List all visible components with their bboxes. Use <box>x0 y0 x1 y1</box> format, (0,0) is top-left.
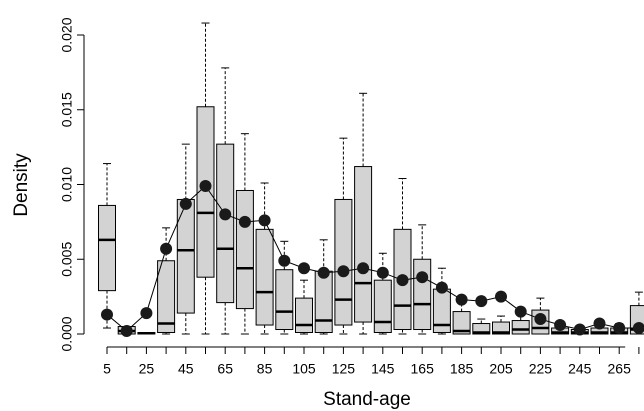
density-point <box>357 262 370 275</box>
y-tick-label: 0.020 <box>59 17 75 52</box>
x-axis-title: Stand-age <box>323 389 411 410</box>
density-point <box>495 290 507 303</box>
box <box>235 189 254 310</box>
y-tick-label: 0.005 <box>59 242 75 277</box>
density-point <box>199 179 212 192</box>
box <box>255 228 274 326</box>
x-tick-label: 265 <box>608 361 632 377</box>
density-point <box>632 322 644 335</box>
density-point <box>514 305 527 318</box>
x-tick-label: 25 <box>139 361 155 377</box>
box <box>492 321 510 335</box>
density-point <box>140 307 153 320</box>
density-point <box>573 323 586 336</box>
y-tick-label: 0.010 <box>59 167 75 202</box>
box <box>413 258 432 331</box>
box <box>98 204 116 292</box>
box <box>452 311 471 335</box>
x-tick-label: 145 <box>371 361 395 377</box>
box <box>216 143 235 304</box>
box <box>314 270 333 334</box>
density-point <box>101 308 113 321</box>
density-point <box>160 242 173 255</box>
density-point <box>219 208 232 221</box>
density-point <box>613 322 626 335</box>
density-point <box>179 197 192 210</box>
x-tick-label: 185 <box>450 361 474 377</box>
box <box>334 198 353 326</box>
density-point <box>455 293 468 306</box>
box <box>511 320 530 335</box>
density-point <box>278 254 291 267</box>
density-point <box>337 265 350 278</box>
density-point <box>120 325 133 338</box>
box <box>295 297 313 334</box>
x-tick-label: 245 <box>568 361 592 377</box>
density-point <box>238 215 251 228</box>
x-tick-label: 225 <box>529 361 553 377</box>
density-point <box>258 214 271 227</box>
density-point <box>298 262 310 275</box>
density-point <box>396 274 409 287</box>
x-tick-label: 205 <box>489 361 513 377</box>
x-tick-label: 85 <box>257 361 273 377</box>
density-point <box>317 266 330 279</box>
density-line <box>106 185 639 332</box>
y-axis-title: Density <box>11 153 32 217</box>
density-point <box>475 295 488 308</box>
density-point <box>416 271 429 284</box>
density-point <box>435 281 448 294</box>
x-tick-label: 45 <box>178 361 194 377</box>
x-tick-label: 65 <box>217 361 233 377</box>
box <box>373 279 392 334</box>
density-point <box>554 319 567 332</box>
x-tick-label: 105 <box>292 361 316 377</box>
density-point <box>534 313 547 326</box>
x-tick-label: 5 <box>103 361 111 377</box>
box <box>157 260 176 334</box>
x-tick-label: 165 <box>411 361 435 377</box>
x-tick-label: 125 <box>332 361 356 377</box>
y-tick-label: 0.000 <box>59 316 75 351</box>
density-point <box>593 317 606 330</box>
box <box>275 269 294 331</box>
density-point <box>376 266 389 279</box>
box <box>354 166 373 323</box>
box <box>472 323 491 335</box>
y-tick-label: 0.015 <box>59 92 75 127</box>
